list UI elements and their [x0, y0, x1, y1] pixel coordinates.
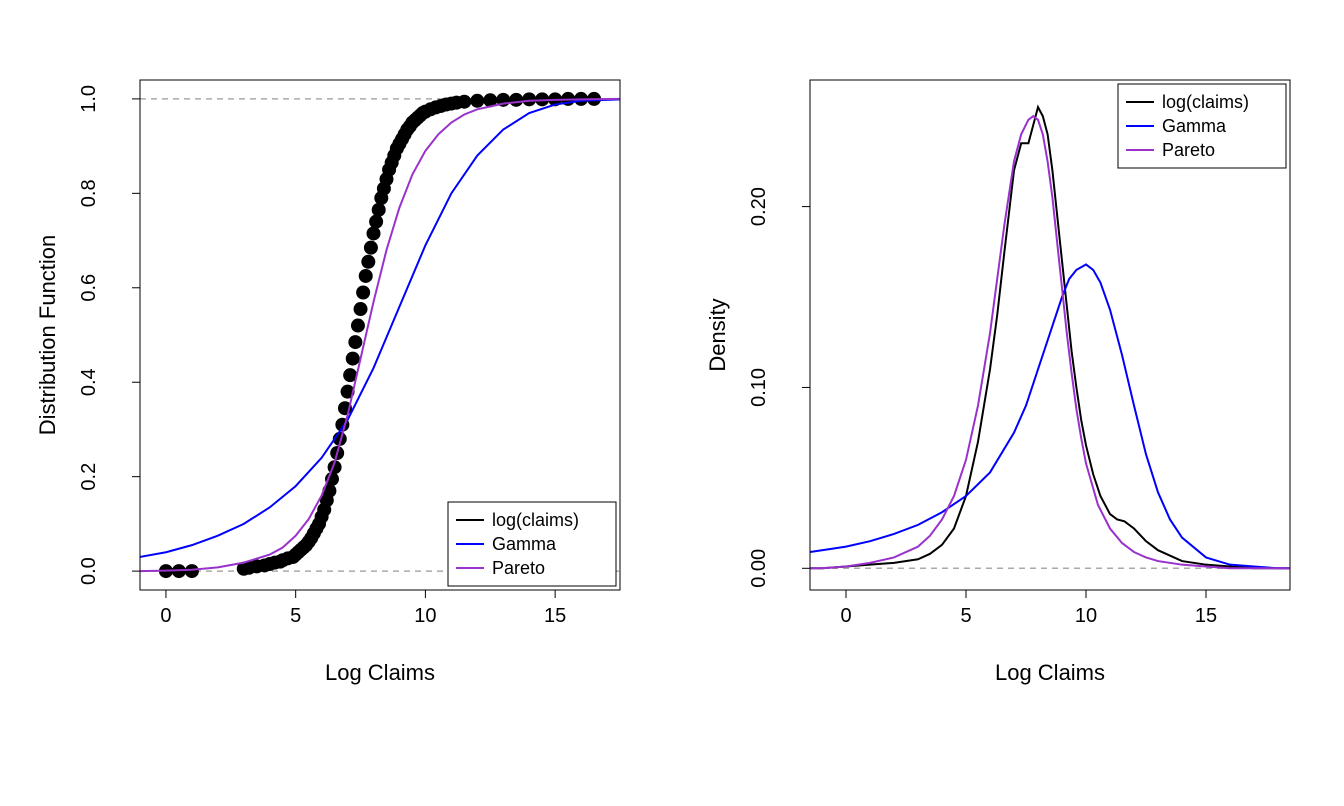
x-tick-label: 0: [840, 605, 851, 627]
empirical-point: [367, 226, 381, 240]
legend-label: Gamma: [1162, 116, 1227, 136]
empirical-point: [369, 215, 383, 229]
x-tick-label: 5: [290, 605, 301, 627]
empirical-point: [351, 319, 365, 333]
empirical-point: [457, 95, 471, 109]
legend-label: log(claims): [492, 510, 579, 530]
y-tick-label: 0.4: [78, 368, 100, 396]
empirical-point: [348, 335, 362, 349]
x-tick-label: 15: [1195, 605, 1217, 627]
density-chart: 0 5 10 15 0.00 0.10 0.20 Log Claims Density log(c…: [700, 40, 1320, 720]
empirical-point: [372, 203, 386, 217]
x-axis-title: Log Claims: [995, 660, 1105, 685]
legend-label: Pareto: [1162, 140, 1215, 160]
empirical-point: [185, 564, 199, 578]
legend-label: log(claims): [1162, 92, 1249, 112]
y-tick-label: 0.10: [748, 368, 770, 407]
gamma-density-line: [810, 264, 1290, 568]
x-tick-label: 10: [414, 605, 436, 627]
empirical-point: [522, 92, 536, 106]
y-axis-title: Density: [705, 298, 730, 371]
empirical-point: [346, 352, 360, 366]
legend-label: Gamma: [492, 534, 557, 554]
legend-label: Pareto: [492, 558, 545, 578]
y-tick-label: 0.0: [78, 557, 100, 585]
cdf-chart: 0 5 10 15 0.0 0.2 0.4 0.6 0.8 1.0 Log Claims Distri…: [30, 40, 650, 720]
x-tick-label: 0: [160, 605, 171, 627]
legend: log(claims) Gamma Pareto: [448, 502, 616, 586]
y-tick-label: 0.00: [748, 549, 770, 588]
y-tick-label: 0.2: [78, 463, 100, 491]
empirical-point: [356, 286, 370, 300]
empirical-point: [359, 269, 373, 283]
x-tick-label: 15: [544, 605, 566, 627]
y-tick-label: 0.6: [78, 274, 100, 302]
empirical-point: [509, 93, 523, 107]
empirical-point: [470, 94, 484, 108]
empirical-point: [364, 241, 378, 255]
x-tick-label: 5: [960, 605, 971, 627]
y-axis-title: Distribution Function: [35, 235, 60, 436]
y-tick-label: 0.8: [78, 179, 100, 207]
pareto-density-line: [810, 116, 1290, 568]
pareto-cdf-line: [140, 99, 620, 571]
empirical-point: [354, 302, 368, 316]
gamma-cdf-line: [140, 99, 620, 557]
x-tick-label: 10: [1075, 605, 1097, 627]
legend: log(claims) Gamma Pareto: [1118, 84, 1286, 168]
x-axis-title: Log Claims: [325, 660, 435, 685]
y-tick-label: 1.0: [78, 85, 100, 113]
empirical-point: [361, 255, 375, 269]
y-tick-label: 0.20: [748, 187, 770, 226]
